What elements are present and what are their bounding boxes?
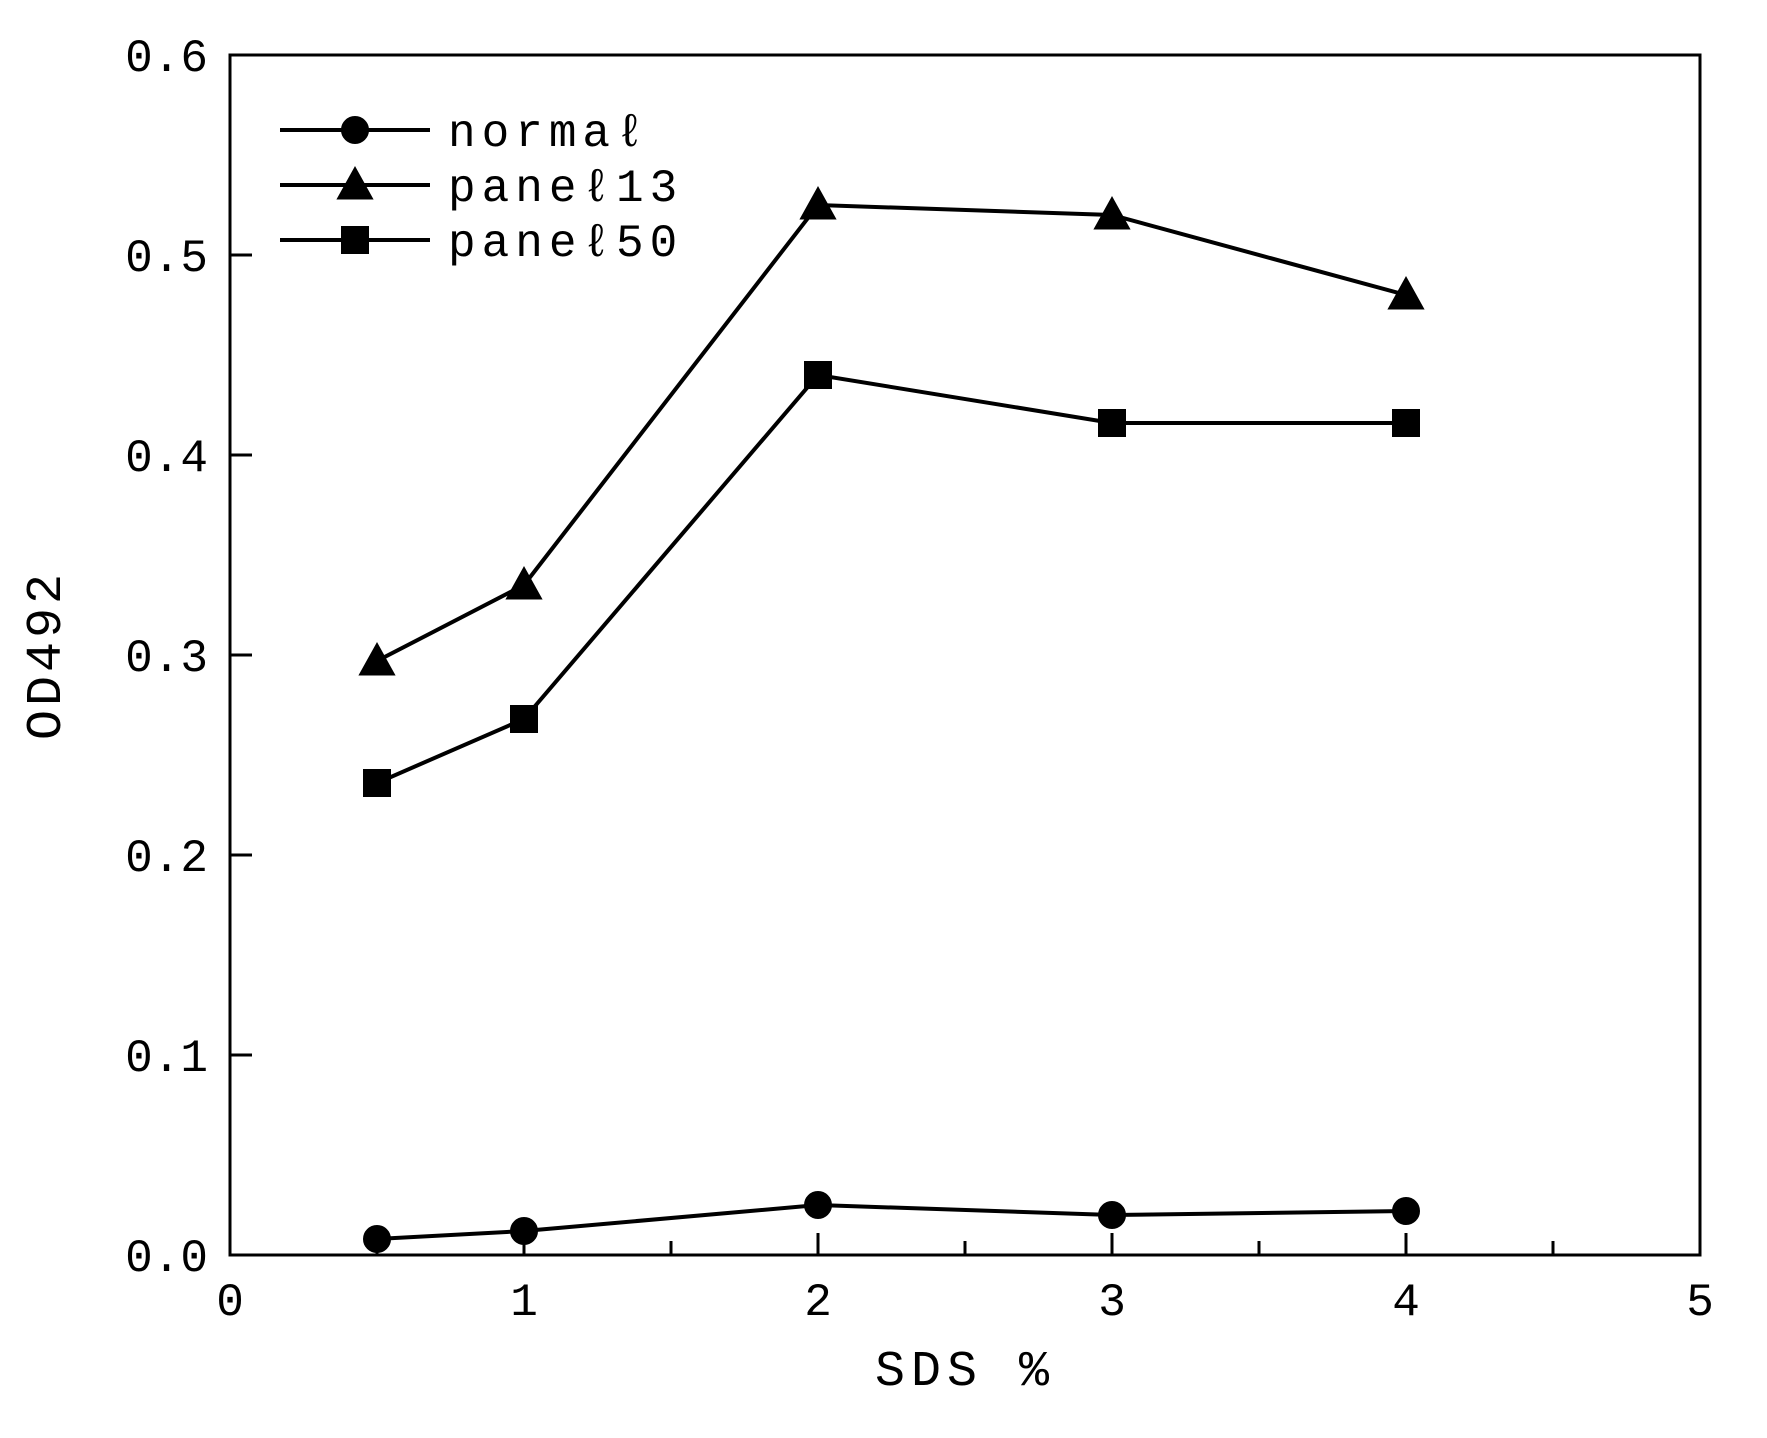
marker-panel50 (1099, 410, 1125, 436)
y-tick-label: 0.2 (125, 833, 208, 885)
marker-normal (805, 1192, 831, 1218)
marker-normal (364, 1226, 390, 1252)
y-tick-label: 0.5 (125, 233, 208, 285)
marker-normal (1099, 1202, 1125, 1228)
series-normal (364, 1192, 1419, 1252)
legend-marker-panel50 (342, 227, 368, 253)
y-tick-label: 0.0 (125, 1233, 208, 1285)
x-tick-label: 5 (1686, 1277, 1714, 1329)
marker-panel50 (805, 362, 831, 388)
y-tick-label: 0.6 (125, 33, 208, 85)
legend: normaℓpaneℓ13paneℓ50 (280, 108, 683, 270)
x-tick-label: 1 (510, 1277, 538, 1329)
marker-panel50 (511, 706, 537, 732)
chart-container: 0 1 2 3 4 5 0.0 0.1 0.2 0.3 0.4 0.5 0.6 SDS % OD492 nor… (0, 0, 1767, 1438)
x-tick-label: 2 (804, 1277, 832, 1329)
x-tick-label: 3 (1098, 1277, 1126, 1329)
marker-panel13 (801, 188, 835, 218)
y-tick-label: 0.1 (125, 1033, 208, 1085)
y-tick-label: 0.3 (125, 633, 208, 685)
marker-panel50 (364, 770, 390, 796)
line-chart: 0 1 2 3 4 5 0.0 0.1 0.2 0.3 0.4 0.5 0.6 SDS % OD492 nor… (0, 0, 1767, 1438)
x-axis-label: SDS % (875, 1344, 1055, 1401)
x-tick-label: 0 (216, 1277, 244, 1329)
legend-label-panel13: paneℓ13 (448, 163, 683, 215)
legend-label-panel50: paneℓ50 (448, 218, 683, 270)
x-tick-label: 4 (1392, 1277, 1420, 1329)
legend-marker-normal (342, 117, 368, 143)
marker-panel13 (360, 644, 394, 674)
marker-panel50 (1393, 410, 1419, 436)
y-tick-label: 0.4 (125, 433, 208, 485)
y-axis-label: OD492 (19, 570, 76, 740)
marker-normal (1393, 1198, 1419, 1224)
marker-normal (511, 1218, 537, 1244)
legend-label-normal: normaℓ (448, 108, 650, 160)
